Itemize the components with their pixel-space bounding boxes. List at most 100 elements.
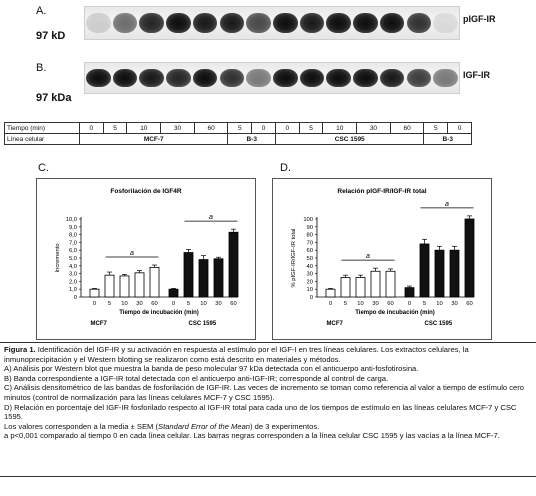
chart-c-y-tick-label: 0 <box>74 295 77 301</box>
chart-d-y-tick-label: 80 <box>307 233 313 239</box>
chart-d-y-tick-label: 40 <box>307 264 313 270</box>
pigf-ir-band <box>299 13 325 33</box>
igf-ir-band <box>406 68 432 88</box>
igf-ir-band <box>192 68 218 88</box>
cell-line-cell: CSC 1595 <box>274 133 425 145</box>
chart-d: Relación pIGF-IR/IGF-IR total01020304050… <box>291 188 475 327</box>
pigf-ir-band <box>86 13 111 33</box>
marker-97kda-b: 97 kDa <box>36 92 72 104</box>
pigf-ir-band <box>166 13 191 33</box>
chart-c-x-tick-label: 0 <box>93 301 96 307</box>
chart-d-y-tick-label: 10 <box>307 287 313 293</box>
caption-bottom-separator <box>0 476 536 477</box>
igf-ir-band <box>112 68 138 88</box>
chart-d-y-tick-label: 60 <box>307 248 313 254</box>
chart-c-bar <box>149 266 160 298</box>
chart-d-group-label: CSC 1595 <box>425 321 453 327</box>
igf-ir-band <box>273 68 298 88</box>
figure-label: Figura 1. <box>4 345 36 354</box>
panel-a-letter: A. <box>36 5 47 17</box>
chart-c-x-tick-label: 5 <box>108 301 111 307</box>
chart-d-y-tick-label: 20 <box>307 279 313 285</box>
sem-italic: Standard Error of the Mean <box>158 421 251 431</box>
chart-c-bar <box>228 231 239 298</box>
chart-d-significance-label: a <box>445 201 449 208</box>
panel-c-letter: C. <box>38 162 49 174</box>
pigf-ir-band <box>246 13 271 33</box>
pigf-ir-band <box>353 13 378 33</box>
chart-d-bar <box>449 249 460 298</box>
chart-d-y-tick-label: 70 <box>307 240 313 246</box>
chart-d-significance-label: a <box>366 253 370 260</box>
chart-c-x-tick-label: 10 <box>121 301 127 307</box>
chart-d-x-tick-label: 0 <box>329 301 332 307</box>
chart-c-bar <box>198 259 209 298</box>
chart-c-y-tick-label: 3,0 <box>69 272 77 278</box>
igf-ir-band <box>86 68 111 88</box>
sem-post: ) de 3 experimentos. <box>250 421 320 431</box>
chart-d-group-label: MCF7 <box>327 321 344 327</box>
chart-c-y-tick-label: 2,0 <box>69 279 77 285</box>
chart-d-x-tick-label: 10 <box>436 301 442 307</box>
chart-d-bar <box>434 249 445 298</box>
time-header: Tiempo (min) <box>4 122 80 134</box>
cell-line-cell: B-3 <box>227 133 276 145</box>
chart-d-bar <box>355 277 366 298</box>
caption-intro: Figura 1. Identificación del IGF-IR y su… <box>4 345 532 364</box>
time-cell: 10 <box>126 122 162 134</box>
chart-c-y-tick-label: 9,0 <box>69 225 77 231</box>
time-cell: 30 <box>160 122 195 134</box>
pigf-ir-band <box>326 13 352 33</box>
chart-d-title: Relación pIGF-IR/IGF-IR total <box>337 188 426 195</box>
chart-c-bar <box>183 252 194 298</box>
time-cell: 30 <box>356 122 391 134</box>
time-cell: 60 <box>193 122 229 134</box>
time-cell: 10 <box>322 122 358 134</box>
chart-d-x-tick-label: 30 <box>451 301 457 307</box>
chart-c-y-tick-label: 1,0 <box>69 287 77 293</box>
chart-c-y-tick-label: 6,0 <box>69 248 77 254</box>
cell-line-header: Línea celular <box>4 133 80 145</box>
western-blot-a <box>84 6 460 40</box>
pigf-ir-band <box>273 13 298 33</box>
chart-d-bar <box>340 277 351 298</box>
pigf-ir-band <box>139 13 165 33</box>
pigf-ir-band <box>192 13 218 33</box>
cell-line-row: Línea celular MCF-7 B-3 CSC 1595 B-3 <box>4 133 472 145</box>
chart-d-y-tick-label: 50 <box>307 256 313 262</box>
time-cell: 60 <box>389 122 425 134</box>
igf-ir-band <box>326 68 352 88</box>
chart-d-x-tick-label: 60 <box>387 301 393 307</box>
panel-b-letter: B. <box>36 62 47 74</box>
caption-sem: Los valores corresponden a la media ± SE… <box>4 422 532 432</box>
igf-ir-band <box>139 68 165 88</box>
panel-d-letter: D. <box>280 162 291 174</box>
marker-97kd-a: 97 kD <box>36 30 66 42</box>
chart-d-frame: Relación pIGF-IR/IGF-IR total 0 10 20 30 40 50… <box>272 178 492 340</box>
chart-c-bar <box>119 275 130 298</box>
igf-ir-band <box>166 68 191 88</box>
chart-c-title: Fosforilación de IGF4R <box>110 188 181 195</box>
caption-line-c: C) Análisis densitométrico de las bandas… <box>4 383 525 402</box>
chart-c: Fosforilación de IGF4R 0 1,0 2,03,0 4,0 5,0 6,… <box>55 188 239 327</box>
igf-ir-band <box>379 68 405 88</box>
chart-d-x-tick-label: 30 <box>372 301 378 307</box>
chart-c-x-tick-label: 5 <box>187 301 190 307</box>
chart-c-x-tick-label: 0 <box>172 301 175 307</box>
chart-d-x-tick-label: 60 <box>466 301 472 307</box>
chart-c-significance-label: a <box>130 250 134 257</box>
igf-ir-label: IGF-IR <box>463 70 490 80</box>
chart-c-y-tick-label: 5,0 <box>69 256 77 262</box>
cell-line-cell: B-3 <box>423 133 472 145</box>
chart-c-bar <box>104 274 115 298</box>
chart-d-x-tick-label: 10 <box>357 301 363 307</box>
igf-ir-band <box>219 68 245 88</box>
chart-c-frame: Fosforilación de IGF4R 0 1,0 2,0 3,0 4,0 5,0 6,… <box>36 178 256 340</box>
chart-c-x-tick-label: 30 <box>215 301 221 307</box>
chart-d-x-tick-label: 0 <box>408 301 411 307</box>
chart-d-y-tick-label: 30 <box>307 272 313 278</box>
chart-c-bar <box>89 288 100 298</box>
conditions-table: Tiempo (min) 0 5 10 30 60 5 0 0 5 10 30 60 5 0 Línea … <box>4 122 472 145</box>
igf-ir-band <box>299 68 325 88</box>
caption-intro-text: Identificación del IGF-IR y su activació… <box>4 345 469 364</box>
